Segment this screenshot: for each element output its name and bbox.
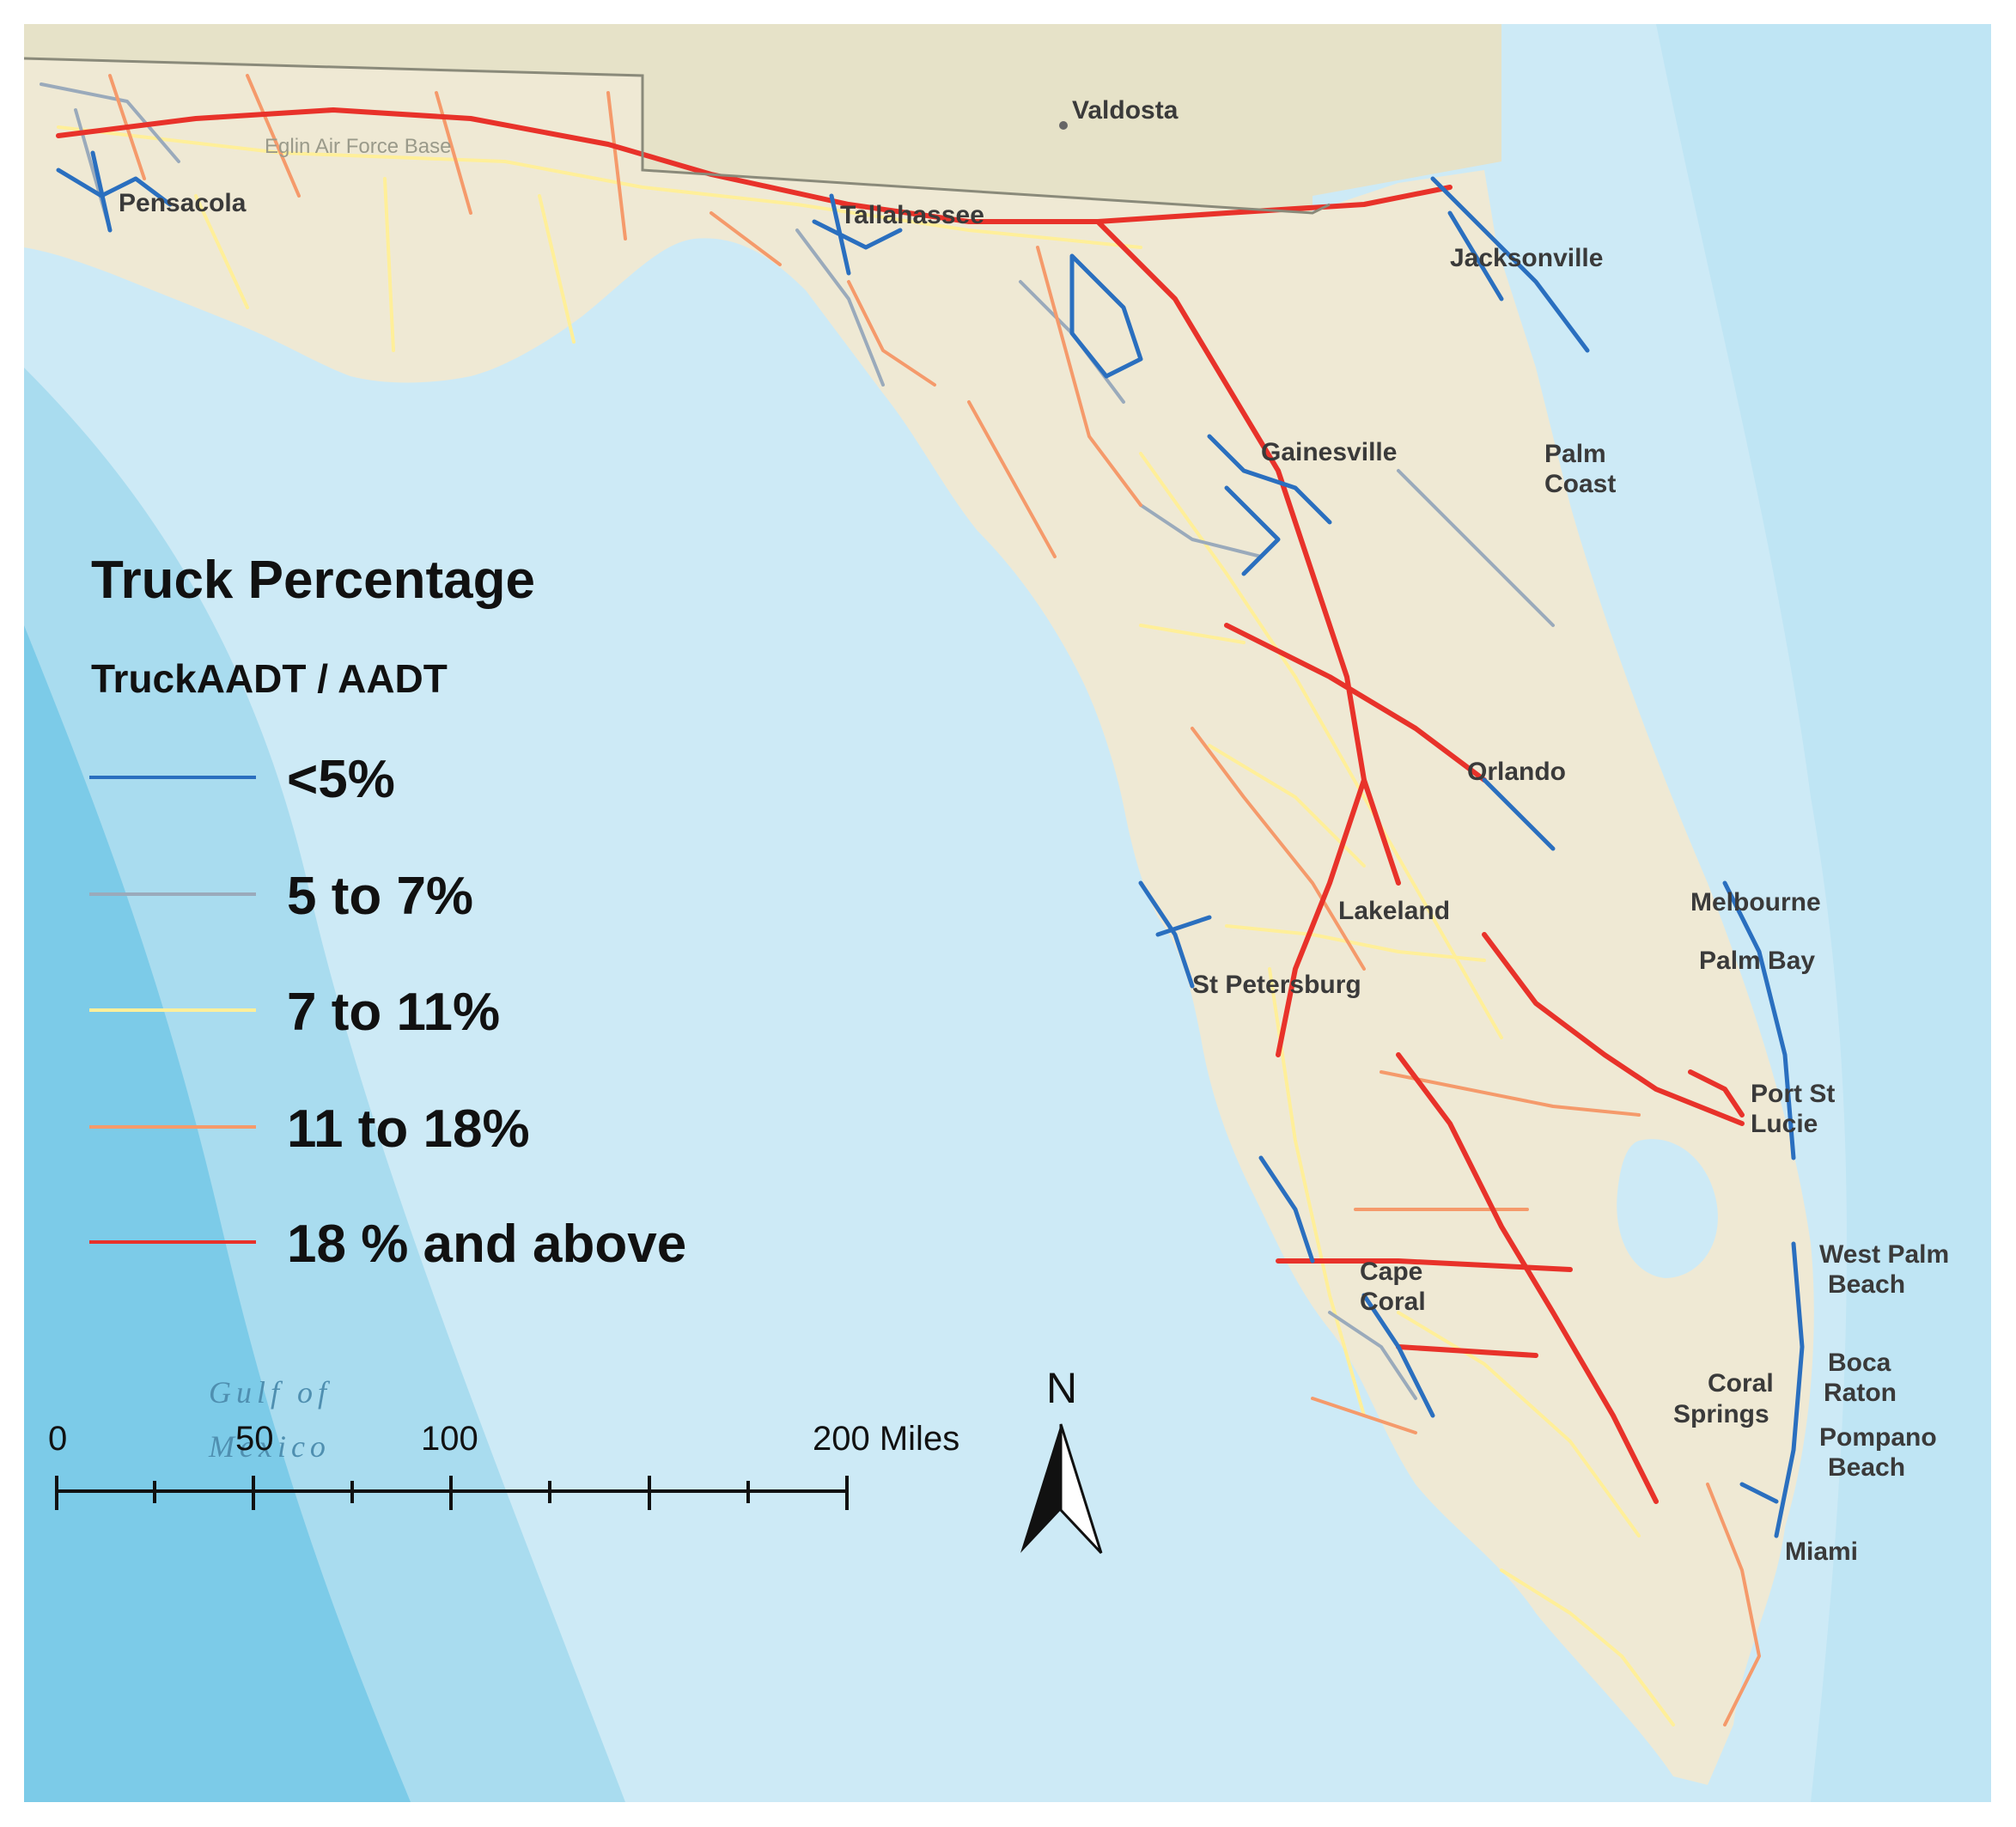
state-boundary [24, 57, 1331, 215]
north-label: N [1046, 1364, 1077, 1412]
city-palm-coast-line2: Coast [1544, 470, 1616, 498]
scale-label-200-miles: 200 Miles [813, 1420, 959, 1458]
city-melbourne: Melbourne [1690, 888, 1821, 917]
city-gainesville: Gainesville [1261, 438, 1397, 466]
legend-title: Truck Percentage [91, 551, 535, 610]
legend-label-18plus: 18 % and above [287, 1215, 686, 1274]
scale-label-50: 50 [235, 1420, 274, 1458]
deepest-gulf [24, 625, 411, 1802]
lake-okeechobee [1617, 1139, 1718, 1278]
legend: Truck Percentage TruckAADT / AADT <5% 5 … [89, 551, 686, 1274]
city-jacksonville: Jacksonville [1450, 244, 1603, 272]
scale-label-0: 0 [48, 1420, 67, 1458]
legend-label-7to11: 7 to 11% [287, 983, 500, 1042]
city-port-st-lucie-line1: Port St [1751, 1080, 1835, 1108]
city-coral-springs-line1: Coral [1708, 1369, 1774, 1398]
north-arrow: N [1020, 1364, 1103, 1555]
city-eglin: Eglin Air Force Base [265, 135, 451, 158]
city-palm-coast-line1: Palm [1544, 440, 1606, 468]
legend-label-lt5: <5% [287, 750, 395, 809]
florida [24, 58, 1814, 1785]
city-pensacola: Pensacola [119, 189, 247, 217]
city-coral-springs-line2: Springs [1673, 1400, 1769, 1428]
city-st-petersburg: St Petersburg [1192, 971, 1361, 999]
scale-bar: 0 50 100 200 Miles [48, 1420, 959, 1510]
city-lakeland: Lakeland [1338, 897, 1450, 925]
atlantic-shelf [1656, 24, 1991, 1802]
north-arrow-light-half [1059, 1423, 1103, 1555]
city-port-st-lucie-line2: Lucie [1751, 1110, 1818, 1138]
road-network [40, 74, 1805, 1727]
city-miami: Miami [1785, 1538, 1858, 1566]
legend-label-5to7: 5 to 7% [287, 867, 473, 926]
city-pompano-line2: Beach [1828, 1453, 1905, 1482]
gulf-label-line2: Mexico [208, 1429, 331, 1464]
valdosta-dot [1059, 121, 1068, 130]
city-palm-bay: Palm Bay [1699, 947, 1815, 975]
city-pompano-line1: Pompano [1819, 1423, 1937, 1452]
city-west-palm-line2: Beach [1828, 1270, 1905, 1299]
city-west-palm-line1: West Palm [1819, 1240, 1949, 1269]
city-boca-raton-line2: Raton [1824, 1379, 1897, 1407]
legend-label-11to18: 11 to 18% [287, 1099, 530, 1159]
city-cape-coral-line1: Cape [1360, 1258, 1422, 1286]
city-cape-coral-line2: Coral [1360, 1288, 1426, 1316]
legend-subtitle: TruckAADT / AADT [91, 656, 448, 701]
city-valdosta: Valdosta [1072, 96, 1179, 125]
city-tallahassee: Tallahassee [840, 201, 984, 229]
georgia-alabama [24, 24, 1501, 213]
city-boca-raton-line1: Boca [1828, 1349, 1891, 1377]
city-orlando: Orlando [1467, 758, 1566, 786]
north-arrow-dark-half [1020, 1424, 1061, 1553]
scale-label-100: 100 [421, 1420, 478, 1458]
truck-percentage-map: Valdosta Eglin Air Force Base Pensacola … [24, 24, 1991, 1802]
gulf-label-line1: Gulf of [209, 1375, 332, 1410]
city-labels: Valdosta Eglin Air Force Base Pensacola … [119, 96, 1949, 1566]
